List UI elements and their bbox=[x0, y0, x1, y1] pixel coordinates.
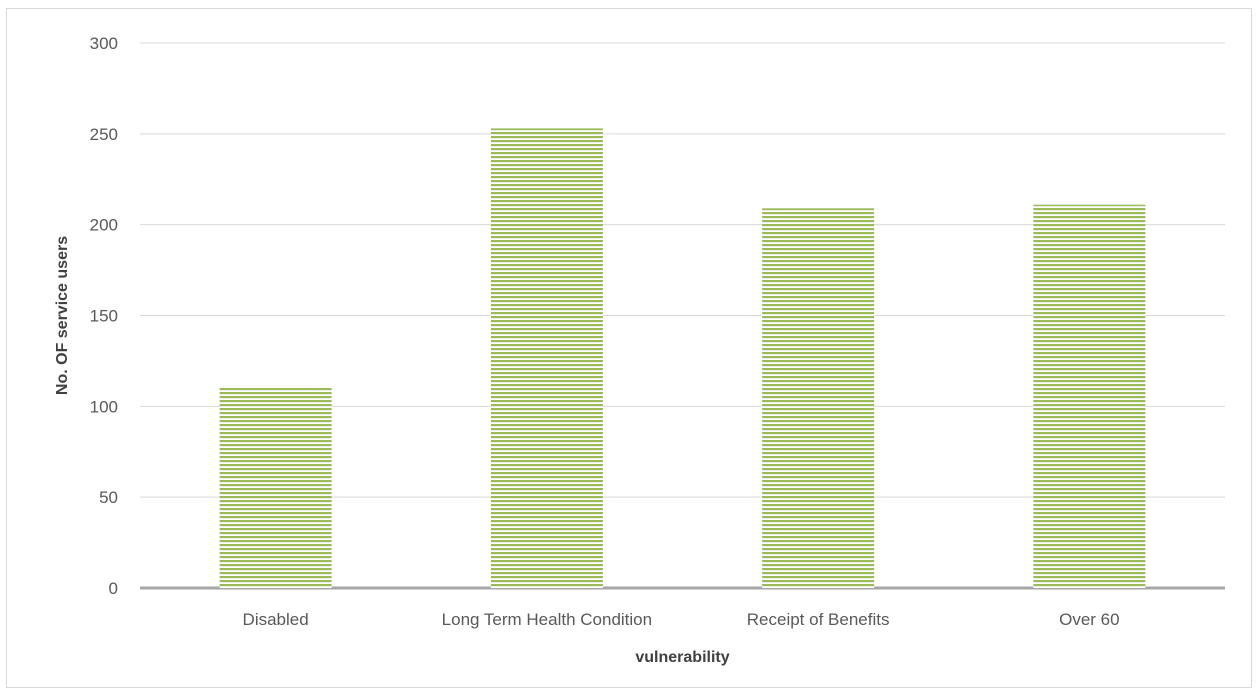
x-tick-label: Over 60 bbox=[1059, 610, 1119, 629]
y-tick-label: 250 bbox=[90, 125, 118, 144]
x-tick-label: Disabled bbox=[243, 610, 309, 629]
y-tick-label: 200 bbox=[90, 216, 118, 235]
bar bbox=[219, 386, 332, 588]
bar bbox=[490, 128, 603, 588]
y-axis-title: No. OF service users bbox=[54, 236, 71, 395]
bar bbox=[762, 208, 875, 589]
bars bbox=[219, 128, 1146, 589]
x-tick-label: Receipt of Benefits bbox=[747, 610, 890, 629]
x-axis-title: vulnerability bbox=[635, 649, 729, 666]
x-axis-ticks: Disabled Long Term Health Condition Receip… bbox=[243, 610, 1120, 629]
y-tick-label: 150 bbox=[90, 307, 118, 326]
bar bbox=[1033, 204, 1146, 588]
y-tick-label: 0 bbox=[109, 579, 118, 598]
x-tick-label: Long Term Health Condition bbox=[442, 610, 652, 629]
y-tick-label: 50 bbox=[99, 488, 118, 507]
y-tick-label: 100 bbox=[90, 397, 118, 416]
y-axis-ticks: 0 50 100 150 200 250 300 bbox=[90, 34, 118, 598]
y-tick-label: 300 bbox=[90, 34, 118, 53]
